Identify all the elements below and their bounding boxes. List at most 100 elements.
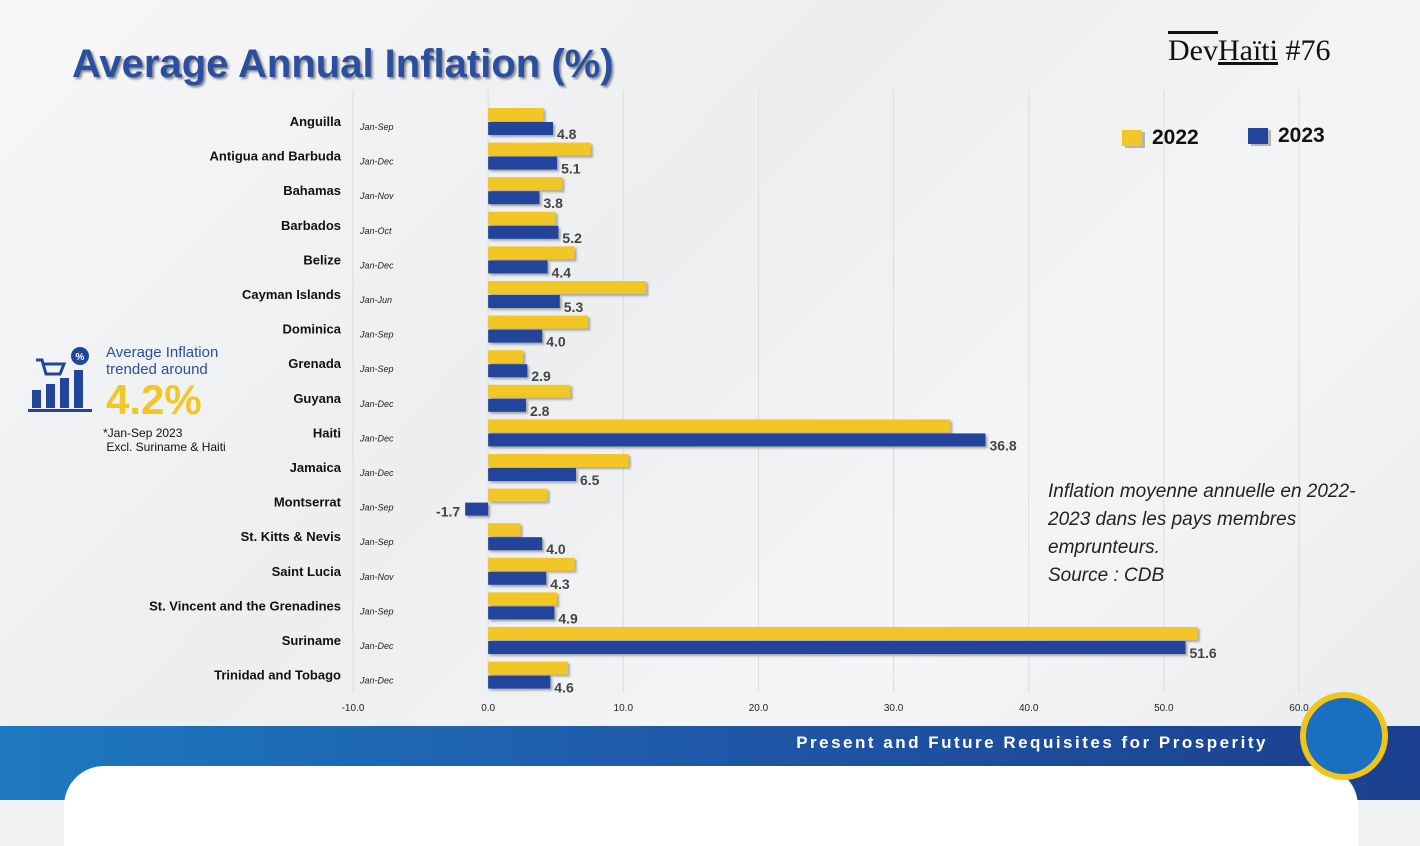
period-label: Jan-Sep [359,122,394,132]
data-label: 51.6 [1189,645,1216,661]
bar-2023 [488,537,543,551]
legend-swatch-2022 [1122,130,1142,146]
period-label: Jan-Sep [359,364,394,374]
data-label: 5.3 [564,299,584,315]
bar-2022 [488,142,591,156]
data-label: 4.4 [552,264,572,280]
data-label: 4.0 [546,334,566,350]
bar-2022 [488,592,558,606]
x-tick-label: 50.0 [1154,703,1174,714]
category-label: Guyana [293,391,341,406]
period-label: Jan-Sep [359,330,394,340]
shopping-cart-bar-chart-icon: % [28,347,92,412]
bar-chart: -10.0 0.0 10.0 20.0 30.0 40.0 50.0 60.0 Anguilla… [149,90,1309,714]
bar-2023 [488,260,548,274]
bar-2023 [488,156,558,170]
data-label: 5.1 [561,161,581,177]
period-label: Jan-Jun [359,295,392,305]
period-label: Jan-Sep [359,606,394,616]
bar-2022 [488,557,575,571]
category-label: Montserrat [274,495,342,510]
legend-swatch-2023 [1248,128,1268,144]
category-label: Suriname [282,633,341,648]
period-label: Jan-Nov [359,572,394,582]
bar-2023 [488,398,526,412]
data-label: 4.3 [550,576,570,592]
bar-2022 [488,281,647,294]
bar-2022 [488,108,544,121]
legend-label: 2022 [1152,126,1199,149]
period-label: Jan-Nov [359,191,394,201]
x-tick-label: 30.0 [884,703,904,714]
bar-2023 [488,675,551,689]
legend-2022: 2022 [1122,126,1199,150]
bar-2022 [488,384,571,398]
x-tick-label: -10.0 [342,703,365,714]
category-label: Bahamas [283,183,341,198]
brand-dev: Dev [1168,34,1218,67]
bottom-card [64,766,1358,846]
category-label: Barbados [281,218,341,233]
data-label: -1.7 [436,504,460,520]
category-label: Jamaica [290,460,342,475]
period-label: Jan-Dec [359,641,394,651]
brand-haiti: Haïti [1217,34,1278,67]
bar-2022 [488,177,563,191]
callout-text: Average Inflation trended around [106,344,219,378]
category-label: Dominica [282,322,341,337]
cdb-logo [1300,692,1388,780]
period-label: Jan-Dec [359,157,394,167]
x-tick-label: 60.0 [1289,703,1309,714]
category-label: Anguilla [290,114,342,129]
period-label: Jan-Dec [359,399,394,409]
x-tick-label: 20.0 [749,703,769,714]
category-label: Antigua and Barbuda [210,149,342,164]
caption: Inflation moyenne annuelle en 2022-2023 … [1048,481,1356,586]
category-label: Haiti [313,425,341,440]
legend-2023: 2023 [1248,124,1325,148]
data-label: 36.8 [989,437,1016,453]
x-tick-label: 0.0 [481,703,495,714]
bar-2023 [488,329,543,343]
bar-2022 [488,454,629,467]
background [0,0,1420,800]
category-label: St. Kitts & Nevis [241,529,341,544]
callout-value: 4.2% [106,376,202,423]
average-inflation-callout: % Average Inflation trended around 4.2% … [28,342,268,454]
period-label: Jan-Sep [359,503,394,513]
period-label: Jan-Dec [359,468,394,478]
period-label: Jan-Sep [359,537,394,547]
data-label: 4.6 [554,680,574,696]
data-label: 2.9 [531,368,551,384]
data-label: 4.9 [558,610,578,626]
bar-2022 [488,246,575,260]
data-label: 2.8 [530,403,550,419]
bar-2023 [488,122,554,135]
legend-label: 2023 [1278,124,1325,147]
category-label: Belize [303,252,341,267]
period-label: Jan-Dec [359,676,394,686]
x-tick-label: 40.0 [1019,703,1039,714]
data-label: 4.0 [546,541,566,557]
footer-tagline: Present and Future Requisites for Prospe… [796,733,1268,752]
bar-2023 [488,433,986,447]
callout-note: *Jan-Sep 2023 Excl. Suriname & Haiti [103,426,226,454]
bar-2023 [488,191,540,205]
svg-text:%: % [76,352,85,363]
period-label: Jan-Dec [359,260,394,270]
brand-number: #76 [1277,34,1331,67]
data-label: 3.8 [543,195,563,211]
category-label: Trinidad and Tobago [214,668,341,683]
period-label: Jan-Oct [359,226,392,236]
bar-2023 [465,502,489,516]
bar-2022 [488,523,521,537]
page-title: Average Annual Inflation (%) [72,42,614,86]
period-label: Jan-Dec [359,433,394,443]
bar-2023 [488,571,547,585]
bar-2022 [488,661,568,675]
bar-2022 [488,315,589,329]
data-label: 6.5 [580,472,600,488]
bar-2022 [488,627,1198,640]
category-label: St. Vincent and the Grenadines [149,598,341,613]
bar-2023 [488,641,1186,654]
